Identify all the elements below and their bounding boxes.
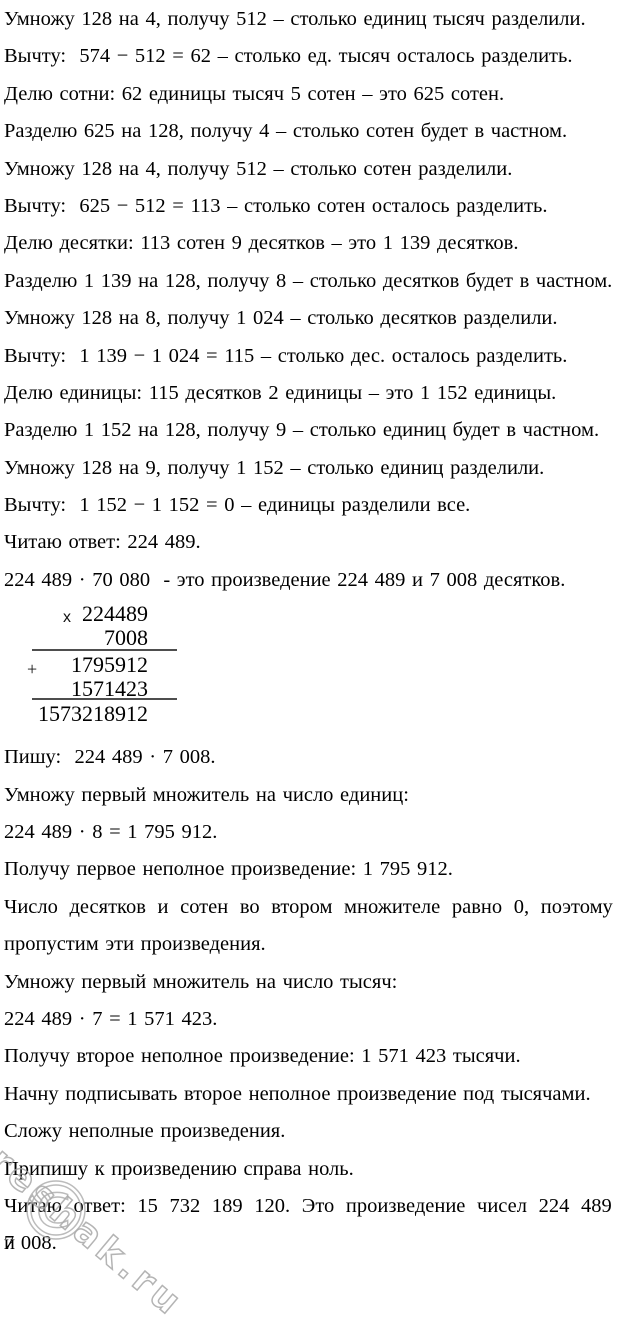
text-line: 224 489 · 8 = 1 795 912.: [4, 821, 218, 844]
text-line: Разделю 625 на 128, получу 4 – столько с…: [4, 120, 568, 143]
text-line: Умножу 128 на 8, получу 1 024 – столько …: [4, 307, 558, 330]
multiplicand-row: 224489: [82, 601, 148, 627]
text-line: Читаю ответ: 15 732 189 120. Это произве…: [4, 1194, 612, 1255]
multiplication-sign: x: [63, 609, 71, 627]
partial-product-2-row: 1571423: [71, 676, 148, 702]
text-line: Вычту: 625 − 512 = 113 – столько сотен о…: [4, 194, 548, 217]
text-line: Получу второе неполное произведение: 1 5…: [4, 1045, 521, 1068]
text-line: Умножу первый множитель на число единиц:: [4, 783, 409, 806]
text-line: Вычту: 1 139 − 1 024 = 115 – столько дес…: [4, 344, 568, 367]
text-line: Умножу 128 на 4, получу 512 – столько со…: [4, 157, 513, 180]
text-line: Делю сотни: 62 единицы тысяч 5 сотен – э…: [4, 82, 505, 105]
text-line: Читаю ответ: 224 489.: [4, 531, 201, 554]
text-line: Пишу: 224 489 · 7 008.: [4, 746, 216, 769]
text-line: Число десятков и сотен во втором множите…: [4, 895, 613, 918]
text-line: 224 489 · 70 080 - это произведение 224 …: [4, 568, 566, 591]
text-line: Делю единицы: 115 десятков 2 единицы – э…: [4, 381, 557, 404]
text-line: Разделю 1 139 на 128, получу 8 – столько…: [4, 269, 613, 292]
column-multiplication-block: x 224489 7008 + 1795912 1571423 15732189…: [27, 601, 616, 731]
result-row: 1573218912: [38, 701, 148, 727]
text-line: Вычту: 1 152 − 1 152 = 0 – единицы разде…: [4, 494, 471, 517]
solution-text-continued: Пишу: 224 489 · 7 008. Умножу первый мно…: [4, 739, 616, 1262]
multiplication-rule-top: [32, 649, 177, 652]
text-line: Получу первое неполное произведение: 1 7…: [4, 858, 453, 881]
multiplier-row: 7008: [104, 625, 148, 651]
text-line: 7 008.: [4, 1232, 57, 1255]
text-line: Сложу неполные произведения.: [4, 1120, 286, 1143]
plus-sign: +: [27, 659, 38, 680]
partial-product-1-row: 1795912: [71, 652, 148, 678]
text-line: пропустим эти произведения.: [4, 933, 266, 956]
text-line: Умножу 128 на 9, получу 1 152 – столько …: [4, 456, 545, 479]
text-line: Умножу первый множитель на число тысяч:: [4, 970, 398, 993]
text-line: Умножу 128 на 4, получу 512 – столько ед…: [4, 8, 586, 30]
text-line: 224 489 · 7 = 1 571 423.: [4, 1007, 218, 1030]
text-line: Разделю 1 152 на 128, получу 9 – столько…: [4, 419, 600, 442]
multiplication-rule-bottom: [32, 698, 177, 701]
text-line: Припишу к произведению справа ноль.: [4, 1157, 354, 1180]
solution-text: Умножу 128 на 4, получу 512 – столько ед…: [4, 8, 616, 1262]
text-line: Вычту: 574 − 512 = 62 – столько ед. тыся…: [4, 45, 573, 68]
document-page: { "page": { "background": "#ffffff", "te…: [0, 8, 613, 1325]
text-line: Делю десятки: 113 сотен 9 десятков – это…: [4, 232, 519, 255]
text-line: Начну подписывать второе неполное произв…: [4, 1082, 591, 1105]
